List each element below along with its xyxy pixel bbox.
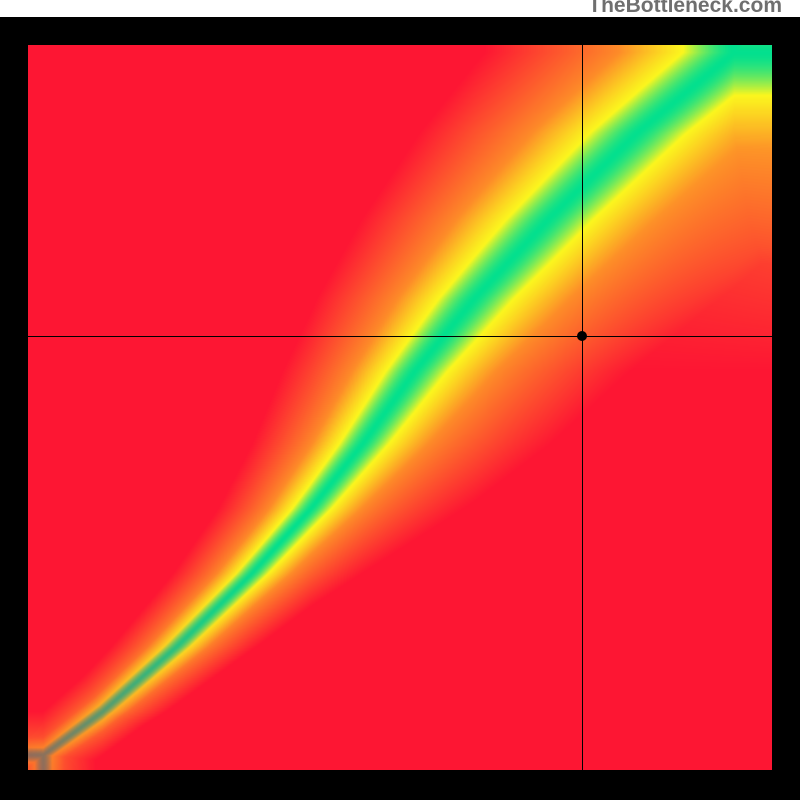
watermark-text: TheBottleneck.com xyxy=(588,0,782,18)
plot-area xyxy=(28,45,772,770)
chart-container: TheBottleneck.com xyxy=(0,0,800,800)
crosshair-marker xyxy=(577,331,587,341)
heatmap-canvas xyxy=(28,45,772,770)
crosshair-horizontal xyxy=(28,336,772,337)
crosshair-vertical xyxy=(582,45,583,770)
